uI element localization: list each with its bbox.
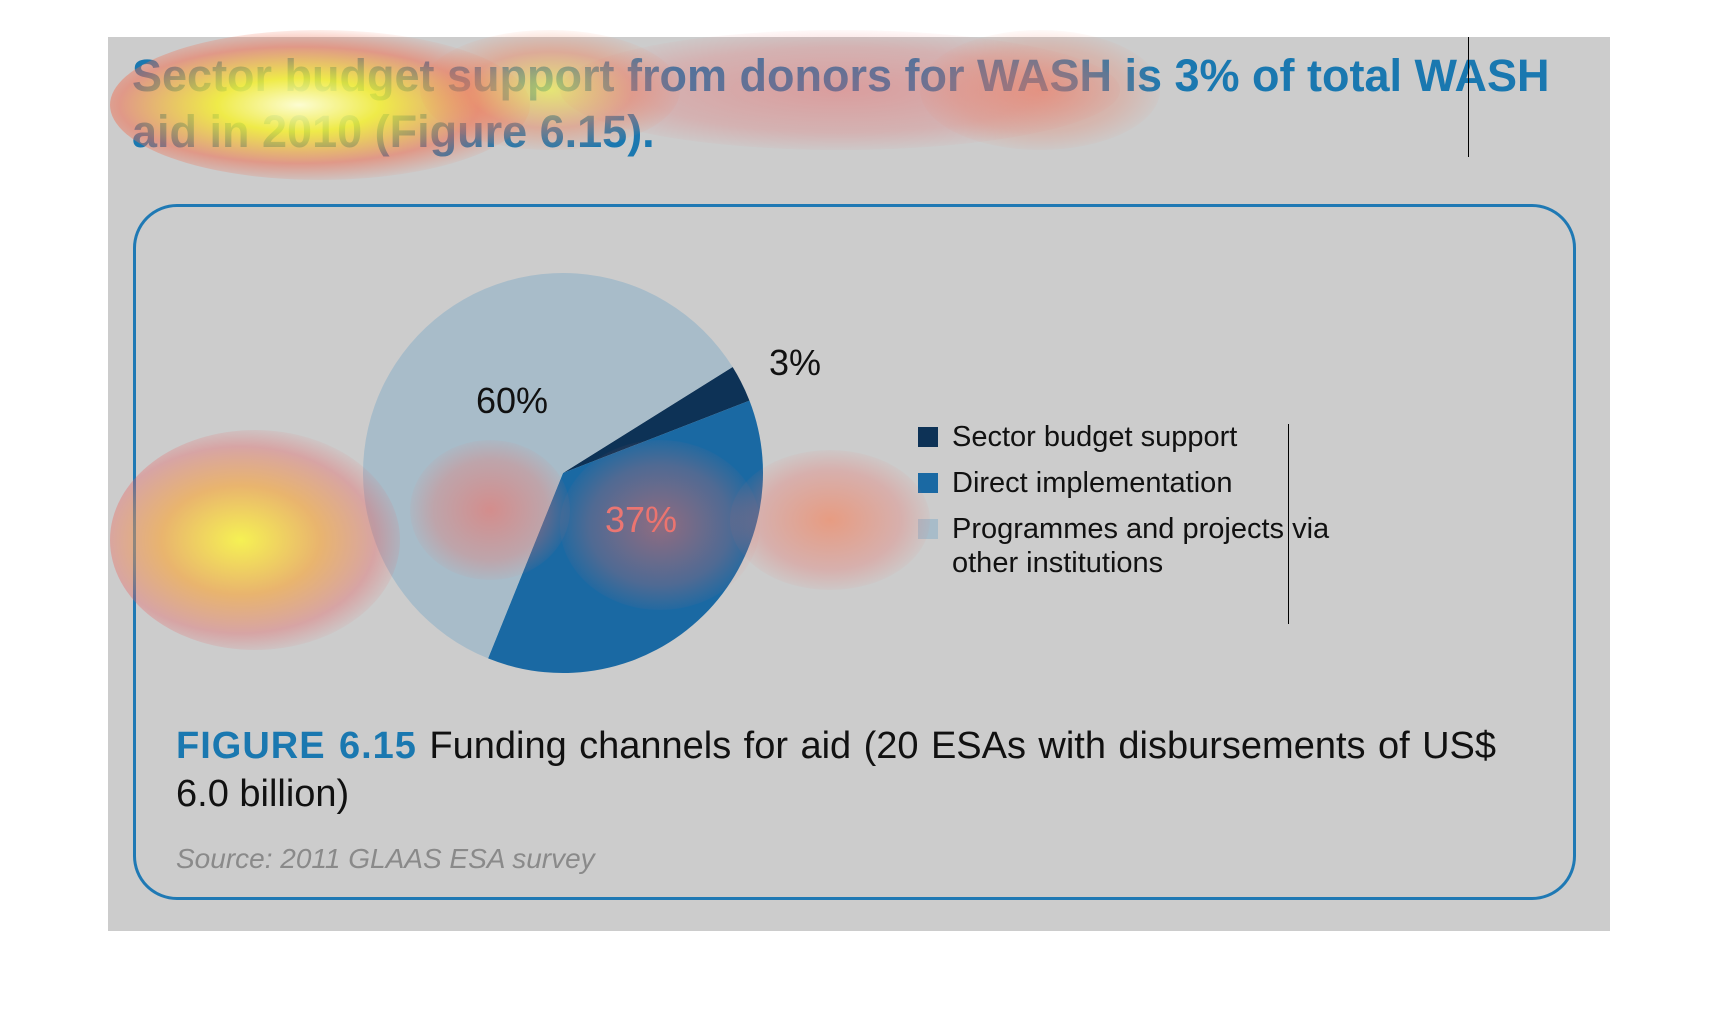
text-cursor — [1288, 424, 1289, 624]
source-note: Source: 2011 GLAAS ESA survey — [176, 843, 595, 874]
legend-swatch — [918, 427, 938, 447]
figure-number: FIGURE 6.15 — [176, 725, 417, 767]
legend-label: Direct implementation — [952, 467, 1233, 499]
legend-swatch — [918, 473, 938, 493]
legend-label: Sector budget support — [952, 421, 1238, 453]
figure-caption-text: Funding channels for aid (20 ESAs with d… — [176, 725, 1496, 815]
legend-label: Programmes and projects via other instit… — [952, 513, 1330, 579]
text-cursor — [1468, 37, 1469, 157]
legend-item-sector-budget-support: Sector budget support — [918, 420, 1398, 454]
pie-data-label: 60% — [476, 380, 548, 421]
figure-caption: FIGURE 6.15 Funding channels for aid (20… — [176, 722, 1496, 818]
legend-item-programmes-and-projects: Programmes and projects via other instit… — [918, 512, 1352, 580]
legend-swatch — [918, 519, 938, 539]
pie-slices — [362, 273, 764, 673]
legend-item-direct-implementation: Direct implementation — [918, 466, 1398, 500]
pie-data-label: 3% — [769, 342, 821, 383]
pie-data-label: 37% — [605, 499, 677, 540]
legend: Sector budget support Direct implementat… — [918, 420, 1398, 592]
